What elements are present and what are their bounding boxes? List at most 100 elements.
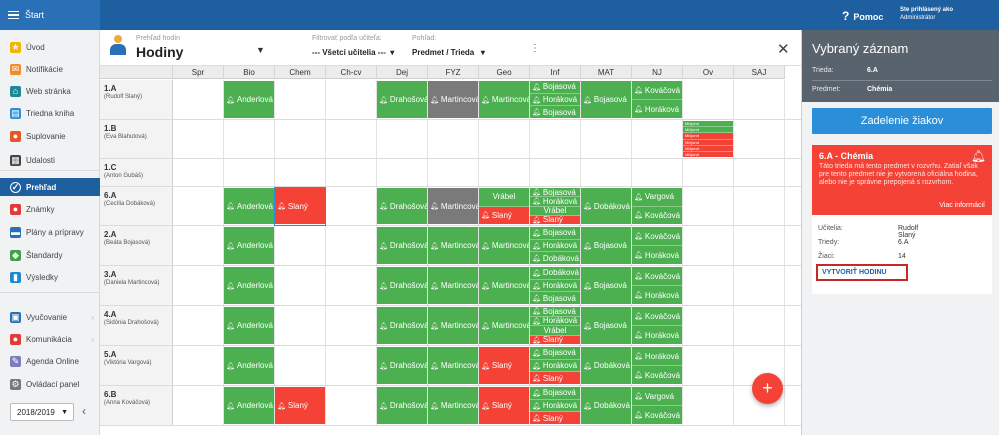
lesson-teacher[interactable]: 🔔︎ Horáková: [530, 359, 580, 373]
lesson-teacher[interactable]: 🔔︎ Drahošová: [377, 267, 427, 304]
lesson-cell[interactable]: 🔔︎ Dobáková: [581, 347, 631, 384]
lesson-cell[interactable]: 🔔︎ Bojasová 🔔︎ Horáková Vrábel 🔔︎ Slaný: [530, 307, 580, 344]
teacher-filter-select[interactable]: --- Všetci učitelia --- ▾: [312, 48, 395, 57]
lesson-cell[interactable]: 🔔︎ Kováčová 🔔︎ Horáková: [632, 307, 682, 344]
lesson-cell[interactable]: 🔔︎ Martincová: [479, 227, 529, 264]
lesson-teacher[interactable]: 🔔︎ Bojasová: [530, 106, 580, 118]
lesson-cell[interactable]: 🔔︎ Martincová: [428, 307, 478, 344]
lesson-cell[interactable]: 🔔︎ Drahošová: [377, 347, 427, 384]
class-label[interactable]: 5.A (Viktória Vargová): [100, 346, 173, 385]
lesson-teacher[interactable]: 🔔︎ Kováčová: [632, 267, 682, 286]
lesson-teacher[interactable]: 🔔︎ Slaný: [530, 215, 580, 224]
lesson-teacher[interactable]: 🔔︎ Martincová: [428, 188, 478, 224]
sidebar-item-štandardy[interactable]: ◆ Štandardy: [0, 246, 100, 264]
lesson-teacher[interactable]: 🔔︎ Martincová: [479, 81, 529, 118]
lesson-teacher[interactable]: 🔔︎ Bojasová: [530, 227, 580, 240]
lesson-cell[interactable]: 🔔︎ Bojasová 🔔︎ Horáková 🔔︎ Dobáková: [530, 227, 580, 264]
lesson-cell[interactable]: 🔔︎ Martincová: [479, 267, 529, 304]
sidebar-item-suplovanie[interactable]: ● Suplovanie: [0, 127, 100, 145]
lesson-cell[interactable]: 🔔︎ Bojasová: [581, 267, 631, 304]
sidebar-item-web-stránka[interactable]: ⌂ Web stránka: [0, 82, 100, 100]
lesson-teacher[interactable]: Mlčjorot: [683, 121, 733, 128]
lesson-teacher[interactable]: 🔔︎ Horáková: [530, 399, 580, 413]
lesson-teacher[interactable]: 🔔︎ Drahošová: [377, 347, 427, 384]
lesson-teacher[interactable]: 🔔︎ Slaný: [275, 387, 325, 424]
lesson-teacher[interactable]: 🔔︎ Kováčová: [632, 81, 682, 100]
lesson-teacher[interactable]: 🔔︎ Martincová: [428, 347, 478, 384]
sidebar-item-komunikácia[interactable]: ● Komunikácia ›: [0, 330, 100, 348]
lesson-teacher[interactable]: 🔔︎ Martincová: [428, 267, 478, 304]
lesson-teacher[interactable]: 🔔︎ Vargová: [632, 188, 682, 207]
sidebar-item-prehľad[interactable]: ✓ Prehľad: [0, 178, 100, 196]
lesson-cell[interactable]: 🔔︎ Anderlová: [224, 347, 274, 384]
lesson-teacher[interactable]: 🔔︎ Horáková: [530, 279, 580, 293]
lesson-teacher[interactable]: 🔔︎ Slaný: [530, 372, 580, 384]
view-dropdown-icon[interactable]: ▼: [256, 45, 265, 55]
lesson-cell[interactable]: Vrábel 🔔︎ Slaný: [479, 188, 529, 224]
sidebar-item-úvod[interactable]: ★ Úvod: [0, 38, 100, 56]
lesson-teacher[interactable]: 🔔︎ Vargová: [632, 387, 682, 406]
lesson-cell[interactable]: 🔔︎ Martincová: [479, 307, 529, 344]
lesson-cell[interactable]: 🔔︎ Drahošová: [377, 81, 427, 118]
more-options-icon[interactable]: ⋮: [530, 43, 540, 54]
lesson-cell[interactable]: 🔔︎ Martincová: [428, 188, 478, 224]
lesson-cell[interactable]: 🔔︎ Bojasová 🔔︎ Horáková Vrábel 🔔︎ Slaný: [530, 188, 580, 224]
class-label[interactable]: 1.A (Rudolf Slaný): [100, 80, 173, 119]
lesson-teacher[interactable]: 🔔︎ Dobáková: [581, 347, 631, 384]
sidebar-item-známky[interactable]: ● Známky: [0, 200, 100, 218]
class-label[interactable]: 3.A (Daniela Martincová): [100, 266, 173, 305]
lesson-teacher[interactable]: 🔔︎ Dobáková: [530, 252, 580, 264]
sidebar-item-triedna-kniha[interactable]: ▤ Triedna kniha: [0, 104, 100, 122]
help-button[interactable]: ? Pomoc: [842, 9, 883, 23]
lesson-teacher[interactable]: 🔔︎ Anderlová: [224, 347, 274, 384]
lesson-cell[interactable]: 🔔︎ Anderlová: [224, 188, 274, 224]
lesson-teacher[interactable]: Vrábel: [530, 326, 580, 336]
lesson-teacher[interactable]: 🔔︎ Anderlová: [224, 227, 274, 264]
column-header[interactable]: NJ: [632, 66, 683, 79]
lesson-teacher[interactable]: Mlčjorot: [683, 133, 733, 140]
lesson-teacher[interactable]: Mlčjorot: [683, 145, 733, 152]
lesson-cell[interactable]: 🔔︎ Martincová: [428, 267, 478, 304]
column-header[interactable]: FYZ: [428, 66, 479, 79]
lesson-teacher[interactable]: 🔔︎ Drahošová: [377, 227, 427, 264]
lesson-teacher[interactable]: 🔔︎ Horáková: [632, 326, 682, 344]
column-header[interactable]: Spr: [173, 66, 224, 79]
column-header[interactable]: Ov: [683, 66, 734, 79]
lesson-teacher[interactable]: 🔔︎ Martincová: [428, 387, 478, 424]
column-header[interactable]: Bio: [224, 66, 275, 79]
lesson-teacher[interactable]: 🔔︎ Slaný: [479, 206, 529, 224]
lesson-teacher[interactable]: 🔔︎ Bojasová: [530, 347, 580, 360]
lesson-teacher[interactable]: 🔔︎ Slaný: [479, 387, 529, 424]
lesson-cell[interactable]: 🔔︎ Kováčová 🔔︎ Horáková: [632, 227, 682, 264]
lesson-teacher[interactable]: 🔔︎ Drahošová: [377, 81, 427, 118]
lesson-cell[interactable]: 🔔︎ Anderlová: [224, 307, 274, 344]
lesson-cell[interactable]: 🔔︎ Dobáková: [581, 387, 631, 424]
lesson-teacher[interactable]: 🔔︎ Slaný: [530, 335, 580, 344]
school-year-select[interactable]: 2018/2019 ▼: [10, 403, 74, 421]
column-header[interactable]: Inf: [530, 66, 581, 79]
sidebar-item-agenda-online[interactable]: ✎ Agenda Online: [0, 352, 100, 370]
lesson-cell[interactable]: 🔔︎ Slaný: [275, 188, 325, 224]
lesson-cell[interactable]: 🔔︎ Slaný: [275, 387, 325, 424]
lesson-teacher[interactable]: 🔔︎ Horáková: [530, 197, 580, 207]
lesson-teacher[interactable]: 🔔︎ Horáková: [530, 93, 580, 107]
lesson-cell[interactable]: 🔔︎ Drahošová: [377, 307, 427, 344]
lesson-teacher[interactable]: 🔔︎ Martincová: [428, 307, 478, 344]
lesson-teacher[interactable]: 🔔︎ Horáková: [632, 100, 682, 118]
lesson-teacher[interactable]: 🔔︎ Anderlová: [224, 307, 274, 344]
view-mode-select[interactable]: Predmet / Trieda ▾: [412, 48, 485, 57]
view-title[interactable]: Hodiny: [136, 44, 184, 60]
sidebar-item-výsledky[interactable]: ▮ Výsledky: [0, 268, 100, 286]
collapse-sidebar-icon[interactable]: ‹: [82, 404, 86, 418]
lesson-cell[interactable]: 🔔︎ Slaný: [479, 347, 529, 384]
lesson-cell[interactable]: 🔔︎ Bojasová 🔔︎ Horáková 🔔︎ Slaný: [530, 347, 580, 384]
lesson-cell[interactable]: 🔔︎ Bojasová: [581, 227, 631, 264]
lesson-teacher[interactable]: 🔔︎ Bojasová: [530, 81, 580, 94]
lesson-teacher[interactable]: 🔔︎ Martincová: [479, 227, 529, 264]
lesson-teacher[interactable]: 🔔︎ Drahošová: [377, 387, 427, 424]
lesson-cell[interactable]: 🔔︎ Bojasová 🔔︎ Horáková 🔔︎ Bojasová: [530, 81, 580, 118]
lesson-teacher[interactable]: 🔔︎ Bojasová: [530, 387, 580, 400]
lesson-teacher[interactable]: 🔔︎ Martincová: [428, 81, 478, 118]
lesson-cell[interactable]: 🔔︎ Anderlová: [224, 227, 274, 264]
lesson-teacher[interactable]: 🔔︎ Horáková: [632, 246, 682, 264]
